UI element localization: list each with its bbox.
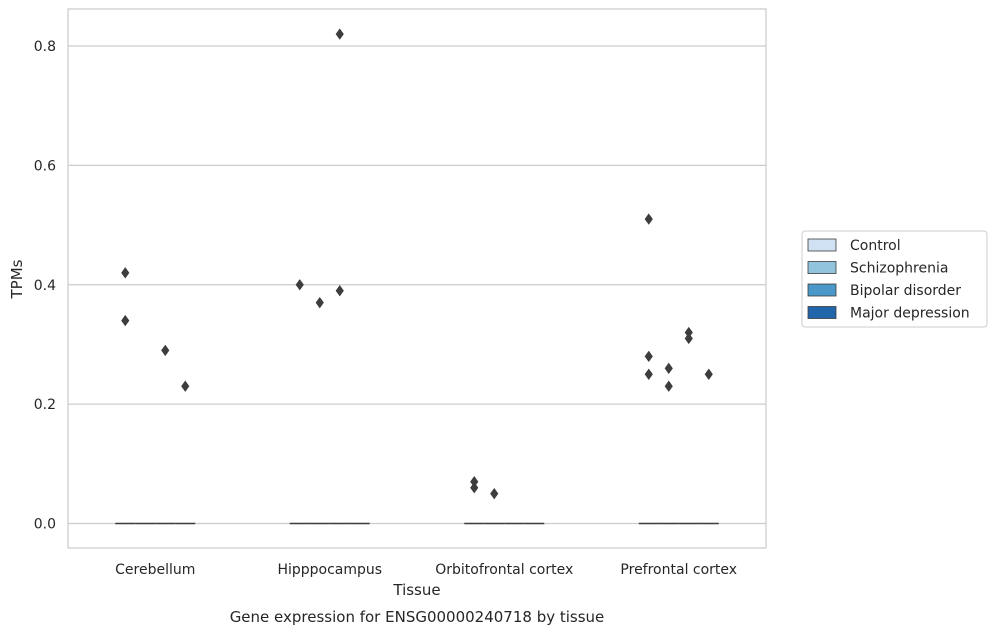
x-tick-label: Cerebellum xyxy=(115,562,195,578)
x-axis-label: Tissue xyxy=(392,581,440,599)
outlier-point xyxy=(295,279,304,291)
y-tick-label: 0.2 xyxy=(34,397,56,413)
legend: Control Schizophrenia Bipolar disorder Majo… xyxy=(801,230,988,328)
legend-swatch xyxy=(807,306,837,319)
x-tick-labels: Cerebellum Hipppocampus Orbitofrontal cort… xyxy=(115,562,737,578)
outlier-point xyxy=(315,296,324,309)
gridlines xyxy=(68,45,766,525)
chart-caption: Gene expression for ENSG00000240718 by t… xyxy=(230,608,605,626)
outlier-point xyxy=(335,285,344,297)
legend-label: Major depression xyxy=(850,306,970,322)
y-axis-label: TPMs xyxy=(8,259,26,299)
x-tick-label: Orbitofrontal cortex xyxy=(435,562,573,578)
outlier-point xyxy=(121,267,130,279)
outlier-point xyxy=(644,368,653,380)
y-tick-label: 0.6 xyxy=(34,158,56,174)
y-tick-label: 0.4 xyxy=(34,278,56,294)
outlier-layer xyxy=(121,28,713,500)
legend-swatch xyxy=(807,261,837,274)
outlier-point xyxy=(121,314,130,327)
legend-swatch xyxy=(807,283,837,297)
outlier-point xyxy=(335,28,344,40)
x-tick-label: Hipppocampus xyxy=(277,562,382,578)
outlier-point xyxy=(704,368,713,380)
outlier-point xyxy=(644,350,653,363)
outlier-point xyxy=(181,380,190,392)
legend-swatch xyxy=(807,238,837,252)
legend-label: Schizophrenia xyxy=(850,261,948,277)
y-tick-labels: 0.0 0.2 0.4 0.6 0.8 xyxy=(34,39,56,533)
outlier-point xyxy=(684,332,693,345)
outlier-point xyxy=(470,482,479,494)
legend-label: Control xyxy=(850,238,901,254)
plot-frame xyxy=(67,8,767,549)
legend-frame xyxy=(801,230,988,328)
outlier-point xyxy=(161,344,170,357)
y-tick-label: 0.0 xyxy=(34,517,56,533)
outlier-point xyxy=(490,487,499,500)
x-tick-label: Prefrontal cortex xyxy=(620,562,737,578)
outlier-point xyxy=(664,362,673,374)
legend-label: Bipolar disorder xyxy=(850,283,961,299)
outlier-point xyxy=(664,380,673,392)
outlier-point xyxy=(644,213,653,225)
y-tick-label: 0.8 xyxy=(34,39,56,55)
